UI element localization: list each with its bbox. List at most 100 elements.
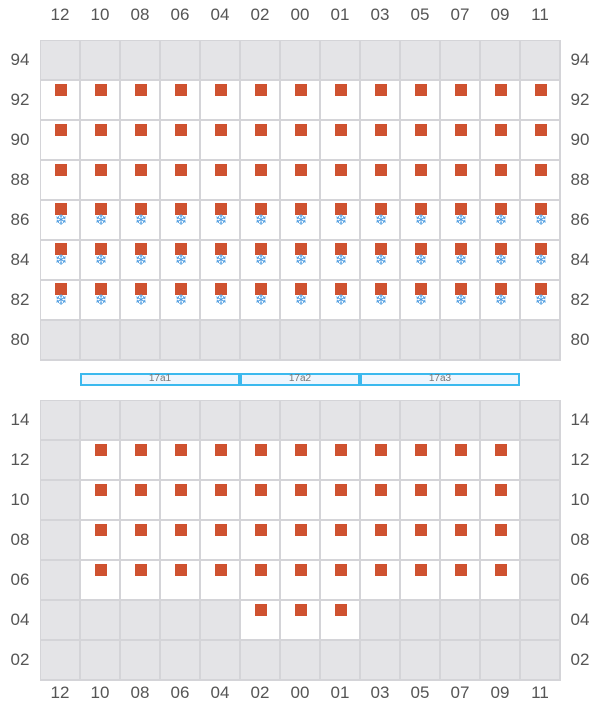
seat-cell[interactable] bbox=[280, 400, 320, 440]
seat-cell[interactable] bbox=[400, 120, 440, 160]
seat-cell[interactable] bbox=[400, 560, 440, 600]
seat-cell[interactable] bbox=[400, 440, 440, 480]
seat-cell[interactable]: ❄ bbox=[400, 280, 440, 320]
seat-cell[interactable] bbox=[520, 40, 560, 80]
seat-cell[interactable] bbox=[80, 520, 120, 560]
seat-cell[interactable] bbox=[520, 600, 560, 640]
seat-cell[interactable] bbox=[320, 440, 360, 480]
seat-cell[interactable]: ❄ bbox=[280, 200, 320, 240]
seat-cell[interactable] bbox=[280, 160, 320, 200]
seat-cell[interactable]: ❄ bbox=[520, 200, 560, 240]
seat-cell[interactable]: ❄ bbox=[360, 200, 400, 240]
seat-cell[interactable] bbox=[200, 120, 240, 160]
seat-cell[interactable] bbox=[400, 80, 440, 120]
seat-cell[interactable] bbox=[120, 120, 160, 160]
seat-cell[interactable] bbox=[440, 560, 480, 600]
seat-cell[interactable]: ❄ bbox=[40, 280, 80, 320]
seat-cell[interactable]: ❄ bbox=[200, 200, 240, 240]
seat-cell[interactable] bbox=[200, 400, 240, 440]
seat-cell[interactable] bbox=[480, 520, 520, 560]
seat-cell[interactable] bbox=[120, 160, 160, 200]
seat-cell[interactable] bbox=[400, 640, 440, 680]
seat-cell[interactable] bbox=[120, 440, 160, 480]
seat-cell[interactable] bbox=[120, 520, 160, 560]
seat-cell[interactable] bbox=[280, 640, 320, 680]
seat-cell[interactable] bbox=[320, 320, 360, 360]
seat-cell[interactable] bbox=[360, 320, 400, 360]
seat-cell[interactable] bbox=[360, 640, 400, 680]
seat-cell[interactable] bbox=[280, 80, 320, 120]
seat-cell[interactable] bbox=[400, 600, 440, 640]
seat-cell[interactable] bbox=[80, 120, 120, 160]
seat-cell[interactable] bbox=[320, 560, 360, 600]
seat-cell[interactable] bbox=[480, 40, 520, 80]
seat-cell[interactable] bbox=[440, 120, 480, 160]
seat-cell[interactable] bbox=[160, 640, 200, 680]
seat-cell[interactable] bbox=[480, 320, 520, 360]
seat-cell[interactable] bbox=[280, 320, 320, 360]
seat-cell[interactable]: ❄ bbox=[120, 280, 160, 320]
seat-cell[interactable] bbox=[320, 640, 360, 680]
seat-cell[interactable] bbox=[160, 320, 200, 360]
seat-cell[interactable]: ❄ bbox=[520, 240, 560, 280]
seat-cell[interactable] bbox=[200, 560, 240, 600]
seat-cell[interactable] bbox=[480, 120, 520, 160]
seat-cell[interactable] bbox=[440, 640, 480, 680]
seat-cell[interactable] bbox=[480, 440, 520, 480]
seat-cell[interactable] bbox=[40, 40, 80, 80]
seat-cell[interactable]: ❄ bbox=[320, 200, 360, 240]
seat-cell[interactable] bbox=[160, 80, 200, 120]
seat-cell[interactable] bbox=[400, 160, 440, 200]
seat-cell[interactable] bbox=[80, 160, 120, 200]
seat-cell[interactable] bbox=[440, 520, 480, 560]
seat-cell[interactable] bbox=[320, 480, 360, 520]
seat-cell[interactable] bbox=[360, 160, 400, 200]
seat-cell[interactable]: ❄ bbox=[80, 200, 120, 240]
seat-cell[interactable] bbox=[320, 40, 360, 80]
seat-cell[interactable] bbox=[520, 320, 560, 360]
seat-cell[interactable] bbox=[440, 600, 480, 640]
seat-cell[interactable] bbox=[240, 520, 280, 560]
seat-cell[interactable] bbox=[480, 560, 520, 600]
seat-cell[interactable] bbox=[240, 80, 280, 120]
seat-cell[interactable]: ❄ bbox=[360, 280, 400, 320]
seat-cell[interactable]: ❄ bbox=[160, 240, 200, 280]
seat-cell[interactable] bbox=[80, 40, 120, 80]
seat-cell[interactable] bbox=[480, 160, 520, 200]
seat-cell[interactable] bbox=[280, 120, 320, 160]
seat-cell[interactable]: ❄ bbox=[200, 280, 240, 320]
seat-cell[interactable] bbox=[400, 480, 440, 520]
seat-cell[interactable] bbox=[160, 400, 200, 440]
seat-cell[interactable] bbox=[200, 640, 240, 680]
seat-cell[interactable] bbox=[280, 520, 320, 560]
seat-cell[interactable] bbox=[80, 560, 120, 600]
seat-cell[interactable] bbox=[240, 480, 280, 520]
seat-cell[interactable] bbox=[40, 480, 80, 520]
seat-cell[interactable]: ❄ bbox=[360, 240, 400, 280]
seat-cell[interactable]: ❄ bbox=[160, 200, 200, 240]
seat-cell[interactable] bbox=[360, 120, 400, 160]
seat-cell[interactable] bbox=[80, 80, 120, 120]
seat-cell[interactable]: ❄ bbox=[400, 240, 440, 280]
seat-cell[interactable] bbox=[40, 400, 80, 440]
section-segment[interactable]: 17a1 bbox=[80, 373, 240, 386]
seat-cell[interactable] bbox=[200, 320, 240, 360]
seat-cell[interactable] bbox=[120, 80, 160, 120]
seat-cell[interactable] bbox=[320, 120, 360, 160]
seat-cell[interactable]: ❄ bbox=[440, 240, 480, 280]
seat-cell[interactable] bbox=[360, 480, 400, 520]
seat-cell[interactable] bbox=[320, 80, 360, 120]
seat-cell[interactable] bbox=[240, 560, 280, 600]
seat-cell[interactable] bbox=[160, 600, 200, 640]
seat-cell[interactable] bbox=[440, 320, 480, 360]
seat-cell[interactable] bbox=[480, 600, 520, 640]
seat-cell[interactable]: ❄ bbox=[80, 240, 120, 280]
seat-cell[interactable] bbox=[120, 560, 160, 600]
seat-cell[interactable] bbox=[240, 320, 280, 360]
seat-cell[interactable] bbox=[200, 40, 240, 80]
seat-cell[interactable] bbox=[40, 80, 80, 120]
seat-cell[interactable] bbox=[120, 320, 160, 360]
seat-cell[interactable] bbox=[520, 160, 560, 200]
seat-cell[interactable]: ❄ bbox=[40, 200, 80, 240]
seat-cell[interactable] bbox=[360, 560, 400, 600]
